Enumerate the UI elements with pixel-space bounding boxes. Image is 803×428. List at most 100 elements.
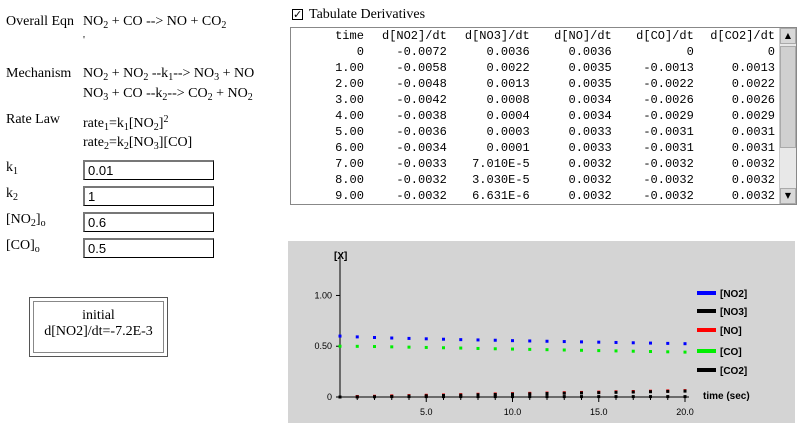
legend-swatch xyxy=(697,291,716,295)
k1-input[interactable]: 0.01 xyxy=(83,160,214,180)
legend-swatch xyxy=(697,349,716,353)
table-cell: 1.00 xyxy=(335,61,364,75)
k1-label: k1 xyxy=(6,160,18,177)
data-point xyxy=(528,392,532,396)
table-cell: 0.0031 xyxy=(731,141,775,155)
data-point xyxy=(614,390,618,394)
table-scrollbar[interactable]: ▲ ▼ xyxy=(779,28,796,204)
data-point xyxy=(442,337,445,341)
data-point xyxy=(511,347,514,351)
data-point xyxy=(545,392,549,396)
table-cell: 0.0036 xyxy=(568,45,612,59)
tabulate-label: Tabulate Derivatives xyxy=(309,7,426,22)
co-initial-input[interactable]: 0.5 xyxy=(83,238,214,258)
table-cell: 0.0032 xyxy=(568,157,612,171)
rate-law-label: Rate Law xyxy=(6,112,61,127)
equation-tick: ' xyxy=(83,34,85,46)
data-point xyxy=(459,393,463,397)
no2-initial-input[interactable]: 0.6 xyxy=(83,212,214,232)
data-point xyxy=(511,395,514,399)
table-cell: 0.0035 xyxy=(568,77,612,91)
table-cell: -0.0029 xyxy=(643,109,694,123)
scroll-thumb[interactable] xyxy=(780,46,796,148)
table-cell: -0.0032 xyxy=(643,173,694,187)
table-cell: 0.0032 xyxy=(568,189,612,203)
data-point xyxy=(631,341,635,345)
table-cell: 0.0022 xyxy=(731,77,775,91)
data-point xyxy=(683,389,687,393)
data-point xyxy=(355,395,359,399)
table-cell: 8.00 xyxy=(335,173,364,187)
data-point xyxy=(355,335,359,339)
scroll-up-icon[interactable]: ▲ xyxy=(780,28,796,44)
scroll-down-icon[interactable]: ▼ xyxy=(780,188,796,204)
y-axis-label: [X] xyxy=(334,251,347,262)
table-cell: 3.030E-5 xyxy=(472,173,530,187)
table-cell: -0.0058 xyxy=(396,61,447,75)
data-point xyxy=(424,345,428,349)
mechanism-step-1: NO2 + NO2 --k1--> NO3 + NO xyxy=(83,66,255,83)
table-cell: 7.00 xyxy=(335,157,364,171)
tabulate-checkbox[interactable]: ✓ xyxy=(292,8,303,21)
table-header: d[NO3]/dt xyxy=(464,29,530,43)
table-cell: 0.0034 xyxy=(568,93,612,107)
data-point xyxy=(545,395,549,399)
table-cell: 0.0003 xyxy=(486,125,530,139)
table-cell: 0 xyxy=(686,45,694,59)
rate-law-1: rate1=k1[NO2]2 xyxy=(83,114,169,133)
table-cell: 7.010E-5 xyxy=(472,157,530,171)
data-point xyxy=(511,339,514,343)
data-point xyxy=(476,338,480,342)
data-point xyxy=(580,348,583,352)
data-point xyxy=(631,395,635,399)
initial-derivative-box: initial d[NO2]/dt=-7.2E-3 xyxy=(29,297,168,357)
data-point xyxy=(528,347,532,351)
data-point xyxy=(476,393,480,397)
table-cell: -0.0033 xyxy=(396,157,447,171)
co-initial-label: [CO]o xyxy=(6,238,40,255)
y-tick-label: 0.50 xyxy=(314,341,332,351)
table-cell: 6.631E-6 xyxy=(472,189,530,203)
table-cell: 0.0013 xyxy=(731,61,775,75)
data-point xyxy=(424,394,428,398)
table-cell: -0.0013 xyxy=(643,61,694,75)
k2-input[interactable]: 1 xyxy=(83,186,214,206)
legend-swatch xyxy=(697,328,716,332)
data-point xyxy=(580,395,583,399)
data-point xyxy=(562,395,566,399)
table-row: 7.00 -0.0033 7.010E-5 0.0032 -0.0032 0.0032 xyxy=(291,156,778,172)
overall-eqn-label: Overall Eqn xyxy=(6,14,75,29)
y-tick-label: 1.00 xyxy=(314,290,332,300)
data-point xyxy=(562,340,566,344)
data-point xyxy=(580,391,583,395)
mechanism-label: Mechanism xyxy=(6,66,72,81)
data-point xyxy=(476,395,480,399)
initial-value: d[NO2]/dt=-7.2E-3 xyxy=(44,324,153,339)
table-cell: 0.0032 xyxy=(731,173,775,187)
data-point xyxy=(373,345,376,349)
table-row: 1.00 -0.0058 0.0022 0.0035 -0.0013 0.0013 xyxy=(291,60,778,76)
data-point xyxy=(597,391,601,395)
derivatives-table-panel[interactable]: time d[NO2]/dt d[NO3]/dt d[NO]/dt d[CO]/… xyxy=(290,27,797,205)
table-cell: 0.0032 xyxy=(568,173,612,187)
data-point xyxy=(407,336,411,340)
data-point xyxy=(683,350,687,354)
no2-initial-label: [NO2]o xyxy=(6,212,46,229)
data-point xyxy=(493,338,497,342)
table-cell: 0.0004 xyxy=(486,109,530,123)
table-header: d[NO2]/dt xyxy=(382,29,447,43)
table-cell: -0.0032 xyxy=(396,173,447,187)
data-point xyxy=(493,392,497,396)
table-header: d[CO2]/dt xyxy=(710,29,775,43)
table-cell: -0.0034 xyxy=(396,141,447,155)
table-cell: 0 xyxy=(767,45,775,59)
data-point xyxy=(666,389,670,393)
data-point xyxy=(442,346,445,350)
table-cell: 0.0032 xyxy=(731,157,775,171)
data-point xyxy=(459,338,463,342)
table-row: 4.00 -0.0038 0.0004 0.0034 -0.0029 0.0029 xyxy=(291,108,778,124)
table-cell: 6.00 xyxy=(335,141,364,155)
table-cell: -0.0038 xyxy=(396,109,447,123)
table-cell: -0.0032 xyxy=(396,189,447,203)
table-cell: 0.0034 xyxy=(568,109,612,123)
